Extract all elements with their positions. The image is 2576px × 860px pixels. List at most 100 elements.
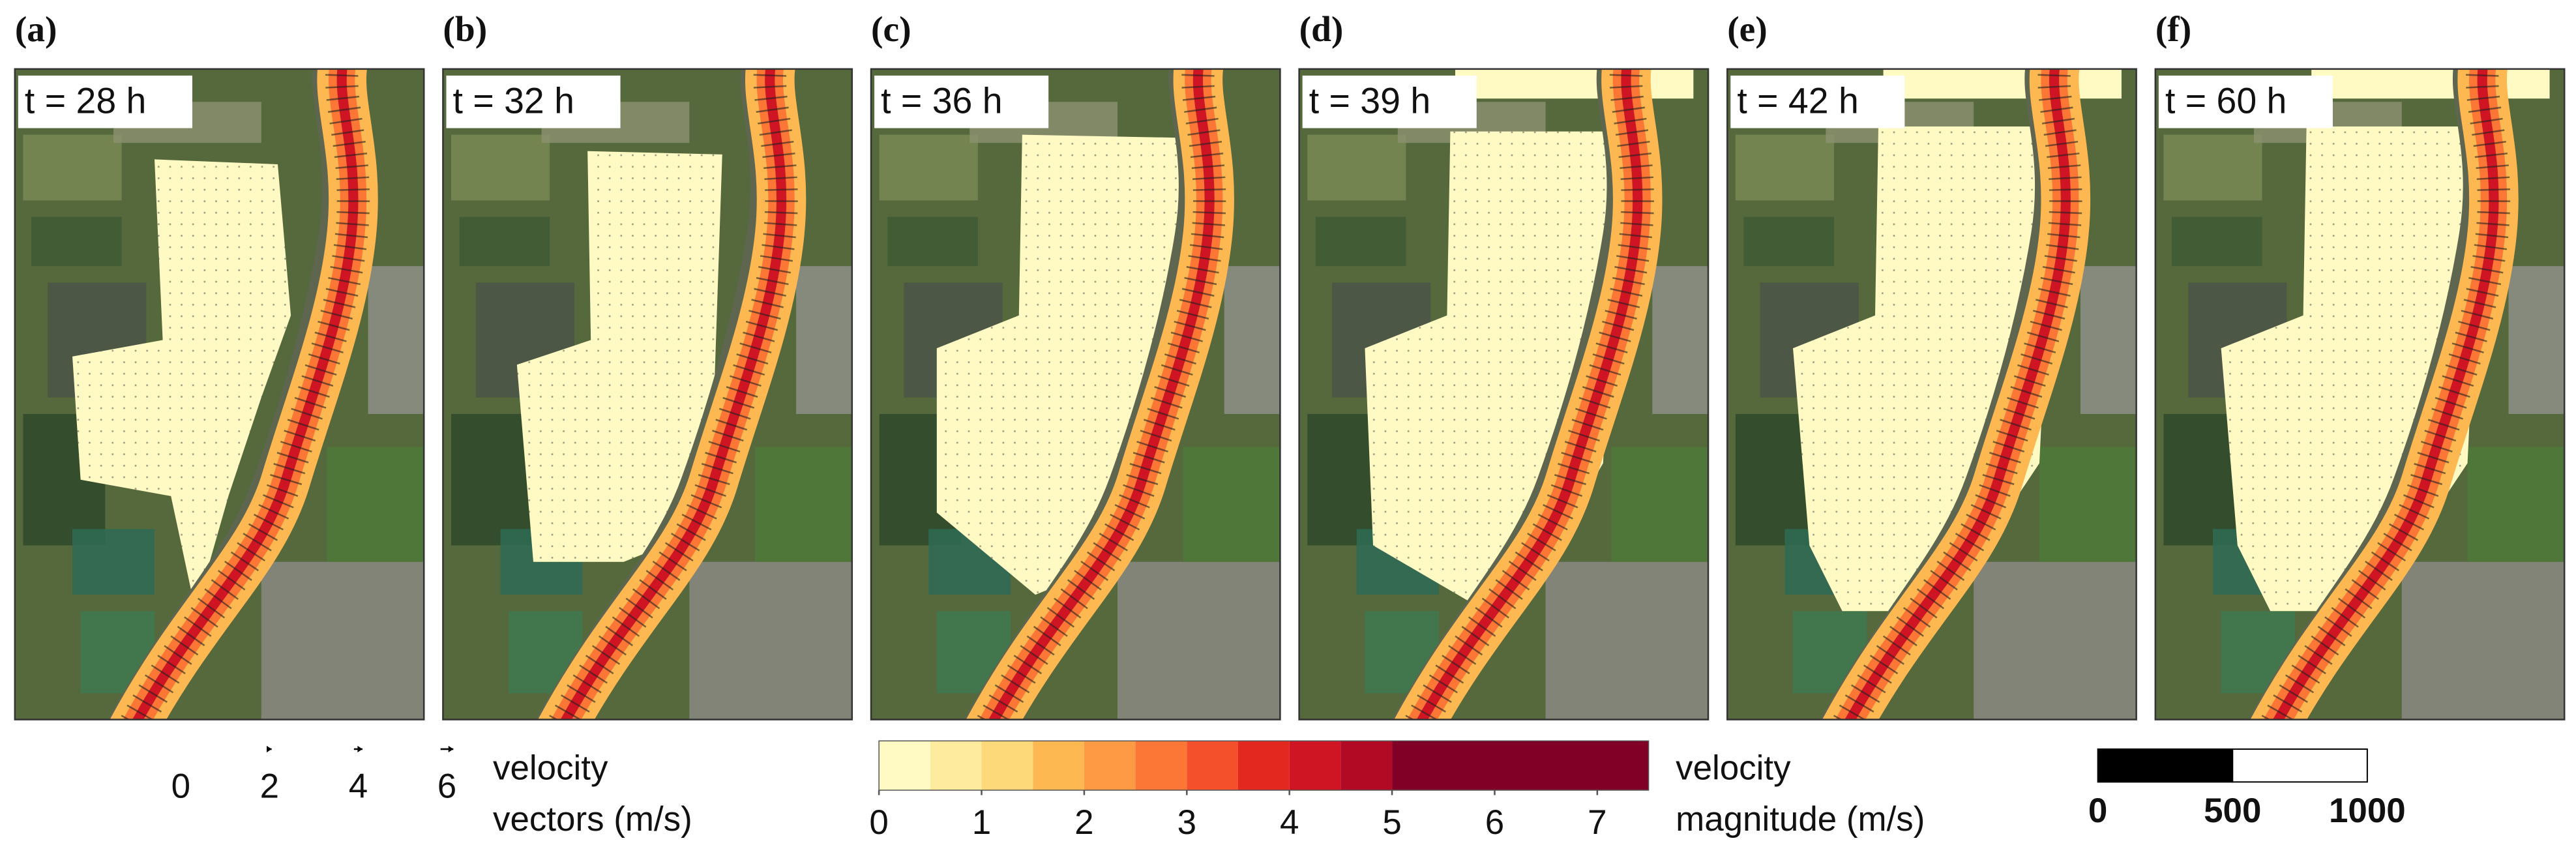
scale-bar-label: 0 <box>2088 792 2107 830</box>
time-label: t = 36 h <box>881 80 1002 121</box>
colorbar-tick-label: 4 <box>1280 803 1299 842</box>
time-box <box>1302 75 1477 128</box>
river-core <box>988 68 1215 720</box>
panel-border <box>870 68 1281 720</box>
colorbar-segment <box>1135 741 1187 790</box>
land-patch <box>2401 561 2565 720</box>
land-patch <box>2508 266 2565 414</box>
colorbar-tick-label: 2 <box>1074 803 1093 842</box>
panel-label: (b) <box>443 9 487 49</box>
land-patch <box>327 447 424 562</box>
land-patch <box>887 216 978 267</box>
river-core <box>560 68 787 720</box>
vector-arrowhead <box>357 745 363 752</box>
land-patch <box>261 561 424 720</box>
scale-bar-segment <box>2232 748 2368 783</box>
vector-field <box>516 151 722 562</box>
colorbar-tick-label: 5 <box>1382 803 1401 842</box>
panel-border <box>442 68 853 720</box>
colorbar-segment <box>930 741 982 790</box>
flood-top <box>2311 68 2550 99</box>
land-patch <box>1183 447 1281 562</box>
colorbar-tick-label: 3 <box>1177 803 1196 842</box>
map-panel <box>1299 68 1709 720</box>
map-panel <box>14 68 424 720</box>
time-label: t = 28 h <box>25 80 146 121</box>
land-patch <box>1224 266 1281 414</box>
map-panel <box>1727 68 2137 720</box>
time-box <box>1730 75 1905 128</box>
panel-label: (a) <box>15 9 57 49</box>
land-patch <box>2172 216 2262 267</box>
colorbar-tick-label: 1 <box>972 803 991 842</box>
vector-legend-title: velocity <box>493 749 608 788</box>
land-patch <box>1307 134 1406 201</box>
land-patch <box>796 266 852 414</box>
panel-label: (d) <box>1299 9 1344 49</box>
land-patch <box>368 266 424 414</box>
land-patch <box>23 134 122 201</box>
time-label: t = 32 h <box>453 80 574 121</box>
land-patch <box>755 447 852 562</box>
vector-field <box>72 159 291 612</box>
land-patch <box>1743 216 1835 267</box>
panel-label: (e) <box>1727 9 1768 49</box>
map-panel <box>2155 68 2565 720</box>
land-patch <box>2039 447 2137 562</box>
colorbar-tick-label: 0 <box>869 803 888 842</box>
vector-value: 2 <box>260 767 279 805</box>
map-panel <box>443 68 852 720</box>
time-box <box>874 75 1049 128</box>
scale-bar-label: 500 <box>2204 792 2261 830</box>
land-patch <box>1735 134 1835 201</box>
river-core <box>1844 68 2071 720</box>
land-patch <box>451 413 534 546</box>
land-patch <box>1545 561 1709 720</box>
colorbar-frame <box>878 740 1650 791</box>
colorbar-segment <box>1392 741 1649 790</box>
vector-arrowhead <box>448 745 454 752</box>
land-patch <box>2163 134 2262 201</box>
panel-label: (f) <box>2155 9 2191 49</box>
time-box <box>446 75 621 128</box>
river-core <box>132 68 359 720</box>
time-box <box>18 75 192 128</box>
land-patch <box>1652 266 1709 414</box>
vector-value: 0 <box>171 767 190 805</box>
colorbar-segment <box>1237 741 1290 790</box>
colorbar-segment <box>981 741 1033 790</box>
land-patch <box>72 529 155 595</box>
panel-border <box>2154 68 2566 720</box>
river-core <box>2273 68 2499 720</box>
flood-top <box>1883 68 2122 99</box>
land-patch <box>1315 216 1406 267</box>
time-label: t = 60 h <box>2165 80 2287 121</box>
colorbar-title: velocity <box>1676 749 1791 788</box>
colorbar-segment <box>1084 741 1136 790</box>
vector-legend-title: vectors (m/s) <box>493 800 692 838</box>
vector-value: 4 <box>349 767 368 805</box>
colorbar-title: magnitude (m/s) <box>1676 800 1925 838</box>
land-patch <box>1117 561 1281 720</box>
colorbar-segment <box>1187 741 1238 790</box>
vector-arrowhead <box>267 745 272 752</box>
land-patch <box>689 561 852 720</box>
colorbar-tick-label: 7 <box>1588 803 1606 842</box>
land-patch <box>1974 561 2137 720</box>
flood-top <box>1455 68 1694 99</box>
time-label: t = 39 h <box>1309 80 1430 121</box>
colorbar-segment <box>1033 741 1084 790</box>
river-core <box>1416 68 1643 720</box>
land-patch <box>2467 447 2565 562</box>
time-label: t = 42 h <box>1737 80 1858 121</box>
time-box <box>2158 75 2333 128</box>
panel-label: (c) <box>871 9 911 49</box>
colorbar-tick-label: 6 <box>1485 803 1504 842</box>
scale-bar-segment <box>2097 748 2234 783</box>
panel-border <box>1726 68 2137 720</box>
land-patch <box>459 216 550 267</box>
scale-bar-label: 1000 <box>2329 792 2406 830</box>
map-panel <box>871 68 1281 720</box>
land-patch <box>1611 447 1709 562</box>
